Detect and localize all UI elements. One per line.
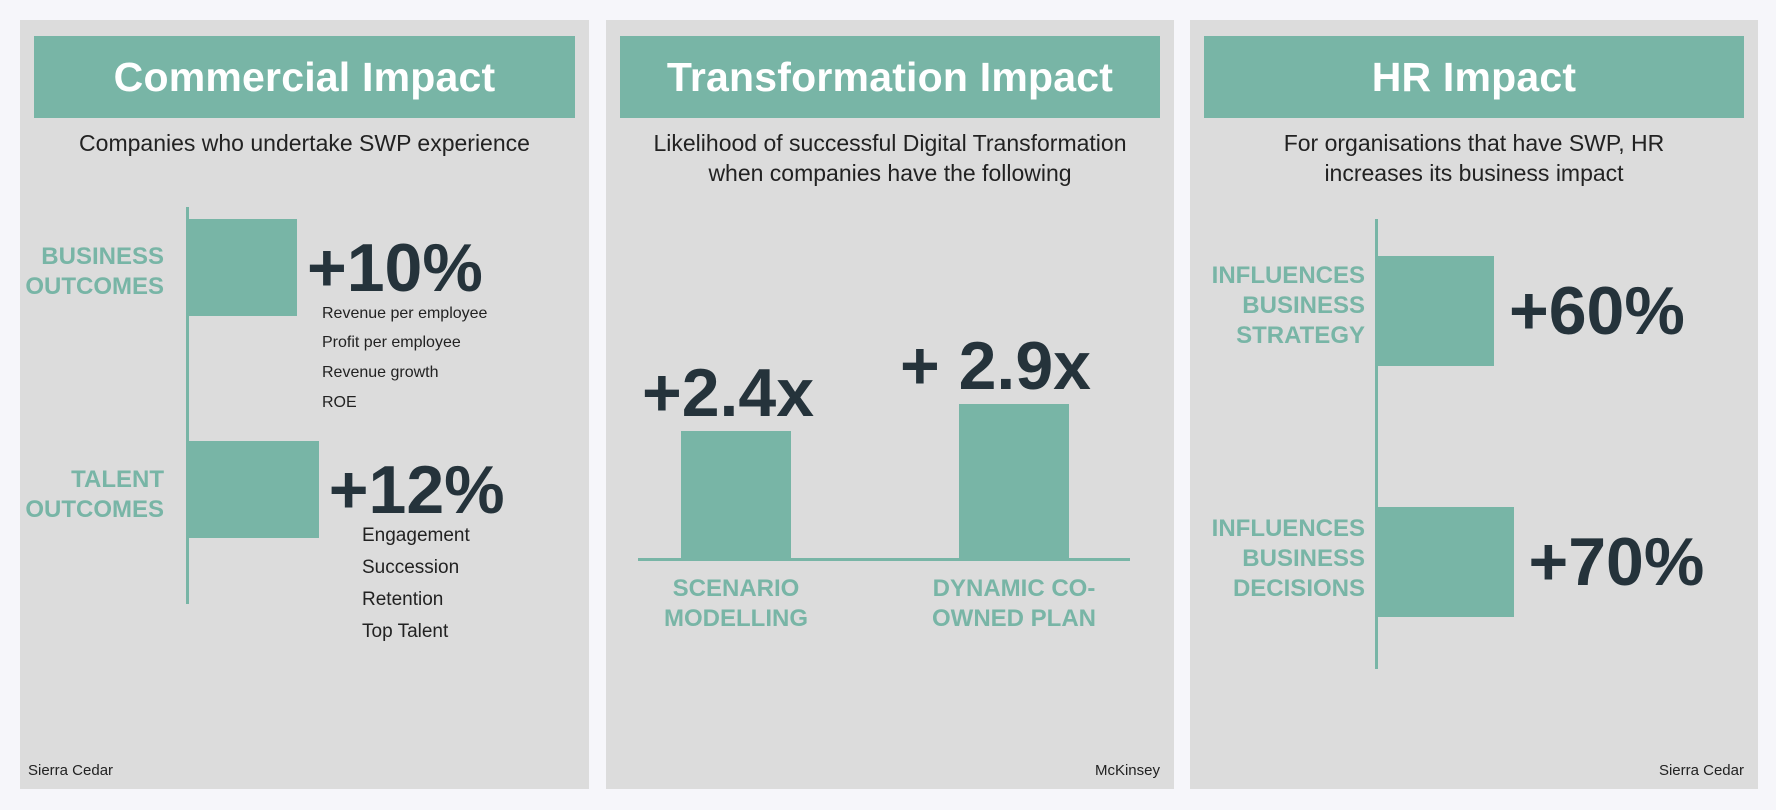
panel-subtitle: For organisations that have SWP, HR incr… <box>1200 128 1748 188</box>
panel-title: Commercial Impact <box>34 36 575 118</box>
data-label: +70% <box>1528 524 1705 600</box>
detail-text: Top Talent <box>362 621 449 642</box>
detail-text: Revenue per employee <box>322 305 488 322</box>
panel-title: Transformation Impact <box>620 36 1160 118</box>
subtitle-line: Likelihood of successful Digital Transfo… <box>653 130 1127 156</box>
category-label: DYNAMIC CO- OWNED PLAN <box>932 575 1096 632</box>
detail-text: Profit per employee <box>322 334 461 351</box>
subtitle-line: increases its business impact <box>1324 160 1624 186</box>
detail-text: Engagement <box>362 525 470 546</box>
commercial-impact-panel: Commercial Impact Companies who undertak… <box>20 20 589 789</box>
transformation-impact-panel: Transformation Impact Likelihood of succ… <box>606 20 1174 789</box>
detail-text: Retention <box>362 589 444 610</box>
y-axis <box>186 207 189 604</box>
detail-text: Revenue growth <box>322 364 439 381</box>
category-label: BUSINESS OUTCOMES <box>25 243 164 300</box>
source-text: Sierra Cedar <box>1658 762 1744 779</box>
data-label: +60% <box>1509 273 1685 349</box>
subtitle-line: For organisations that have SWP, HR <box>1283 130 1665 156</box>
bar-scenario-modelling <box>681 430 791 558</box>
source-text: McKinsey <box>1094 762 1160 779</box>
detail-text: ROE <box>322 394 357 411</box>
data-label: +10% <box>307 230 483 306</box>
panel-subtitle: Likelihood of successful Digital Transfo… <box>616 128 1164 188</box>
bar-talent-outcomes <box>188 441 319 538</box>
category-label: INFLUENCES BUSINESS STRATEGY <box>1211 262 1365 349</box>
data-label: + 2.9x <box>900 328 1091 405</box>
data-label: +12% <box>328 452 505 528</box>
bar-influences-business-decisions <box>1377 507 1514 617</box>
source-text: Sierra Cedar <box>28 762 114 779</box>
x-axis <box>638 558 1130 561</box>
panel-subtitle: Companies who undertake SWP experience <box>30 128 579 158</box>
subtitle-line: when companies have the following <box>708 160 1072 186</box>
category-label: INFLUENCES BUSINESS DECISIONS <box>1211 515 1365 602</box>
panel-title: HR Impact <box>1204 36 1744 118</box>
bar-business-outcomes <box>188 219 297 316</box>
hr-impact-panel: HR Impact For organisations that have SW… <box>1190 20 1758 789</box>
data-label: +2.4x <box>642 354 815 431</box>
detail-text: Succession <box>362 557 460 578</box>
bar-dynamic-co-owned-plan <box>959 404 1069 558</box>
subtitle-line: Companies who undertake SWP experience <box>79 130 530 156</box>
category-label: SCENARIO MODELLING <box>664 575 808 632</box>
y-axis <box>1375 219 1378 669</box>
category-label: TALENT OUTCOMES <box>25 466 164 523</box>
bar-influences-business-strategy <box>1377 256 1494 366</box>
